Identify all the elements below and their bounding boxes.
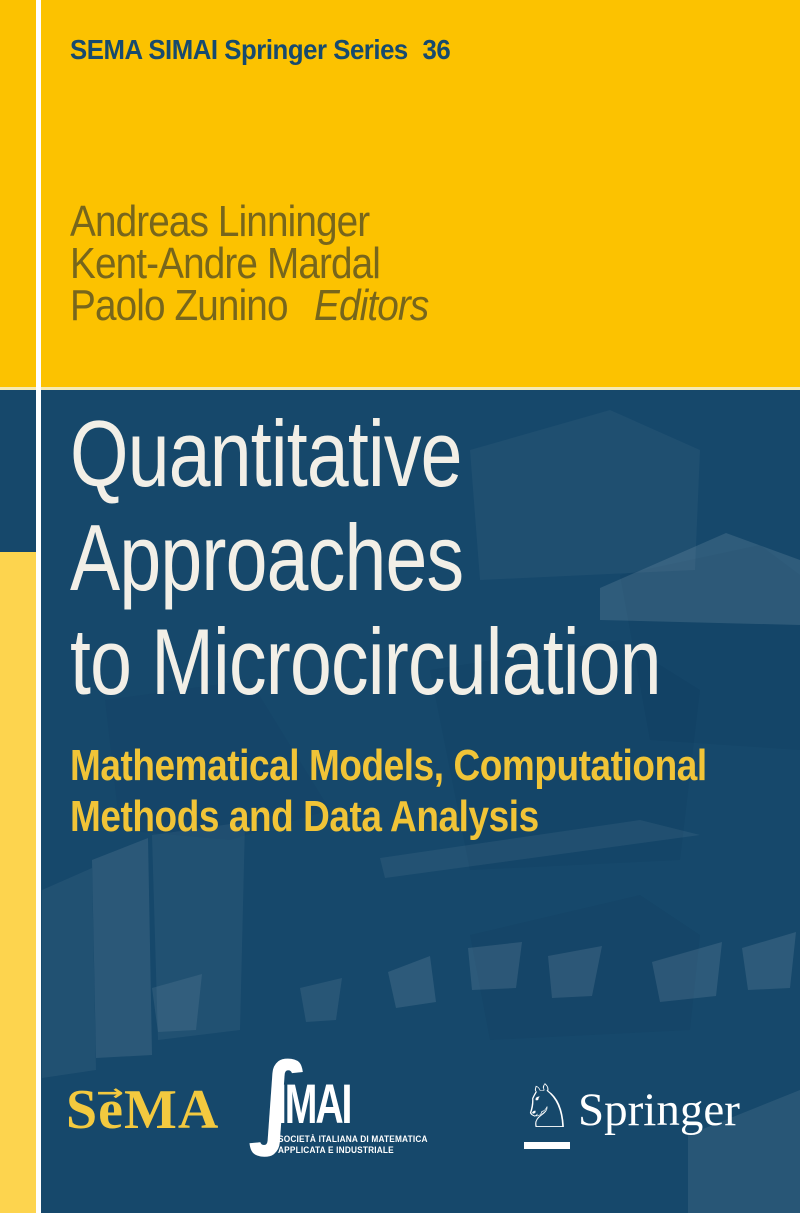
simai-subtext-line: APPLICATA E INDUSTRIALE	[278, 1145, 394, 1155]
spine-strip-light-segment	[0, 552, 36, 1213]
title-line: Approaches	[70, 505, 464, 610]
editor-name: Paolo Zunino	[70, 281, 289, 330]
polygonal-facet-pattern	[42, 410, 800, 1213]
springer-wordmark: Springer	[578, 1084, 740, 1136]
editors-role-label: Editors	[314, 281, 429, 330]
spine-divider-line	[36, 0, 41, 1213]
editor-name: Kent-Andre Mardal	[70, 239, 381, 288]
sema-letter-e: e →	[96, 1080, 124, 1140]
title-line: to Microcirculation	[70, 609, 662, 714]
simai-logo: ∫ IMAI SOCIETÀ ITALIANA DI MATEMATICA AP…	[248, 1050, 427, 1166]
editor-name: Andreas Linninger	[70, 197, 370, 246]
sema-logo: Se → MA	[66, 1080, 219, 1140]
simai-subtext-line: SOCIETÀ ITALIANA DI MATEMATICA	[278, 1134, 428, 1144]
title-line: Quantitative	[70, 401, 463, 506]
book-title: Quantitative Approaches to Microcirculat…	[70, 401, 662, 714]
editor-name-row: Paolo Zunino Editors	[70, 284, 429, 328]
series-name: SEMA SIMAI Springer Series	[70, 34, 408, 65]
simai-subtext: SOCIETÀ ITALIANA DI MATEMATICA APPLICATA…	[278, 1134, 428, 1156]
book-subtitle: Mathematical Models, Computational Metho…	[70, 740, 707, 842]
blue-background-block	[0, 390, 800, 1213]
right-arrow-icon: →	[96, 1081, 124, 1106]
subtitle-line: Methods and Data Analysis	[70, 792, 539, 841]
yellow-top-band	[0, 0, 800, 390]
subtitle-line: Mathematical Models, Computational	[70, 741, 707, 790]
series-volume-number: 36	[422, 34, 451, 65]
sema-letters-ma: MA	[124, 1079, 220, 1141]
series-header: SEMA SIMAI Springer Series 36	[70, 34, 451, 66]
simai-wordmark: IMAI	[276, 1072, 352, 1135]
sema-letter-s: S	[66, 1079, 99, 1141]
integral-s-icon: ∫	[248, 1041, 309, 1158]
spine-strip-dark-segment	[0, 391, 36, 552]
chess-knight-icon: ♘	[520, 1072, 574, 1142]
editors-block: Andreas Linninger Kent-Andre Mardal Paol…	[70, 197, 429, 328]
springer-logo-bar	[524, 1142, 570, 1149]
